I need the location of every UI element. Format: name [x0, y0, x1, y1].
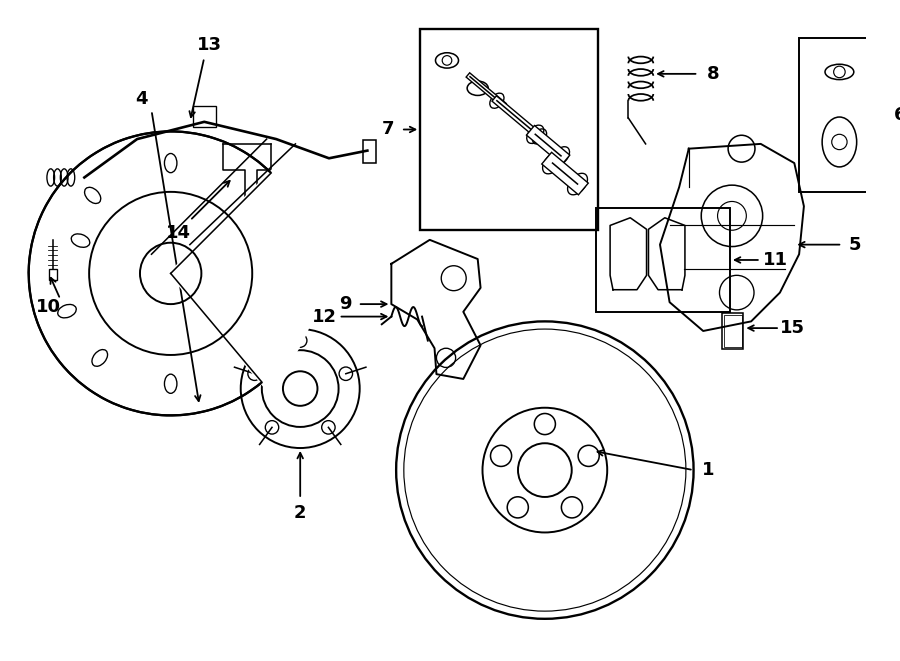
Bar	[250, 342, 264, 350]
Bar	[363, 140, 376, 163]
Text: 14: 14	[166, 224, 191, 242]
Text: 5: 5	[849, 235, 861, 254]
Text: 3: 3	[241, 279, 254, 297]
Bar	[723, 313, 743, 349]
Bar	[799, 38, 881, 192]
Text: 15: 15	[780, 319, 805, 337]
Bar	[724, 315, 742, 347]
Text: 4: 4	[136, 90, 149, 108]
Text: 2: 2	[294, 504, 307, 522]
Text: 7: 7	[382, 120, 395, 139]
Text: 11: 11	[762, 251, 788, 269]
Text: 9: 9	[339, 295, 352, 313]
Text: 12: 12	[311, 307, 337, 326]
Text: 10: 10	[36, 298, 61, 316]
Wedge shape	[171, 170, 318, 386]
Text: 1: 1	[702, 461, 715, 479]
Bar	[193, 106, 216, 127]
Text: 13: 13	[196, 36, 221, 54]
Text: 6: 6	[894, 106, 900, 124]
Bar	[420, 29, 598, 230]
Bar	[596, 208, 730, 312]
Text: 8: 8	[706, 65, 719, 83]
Bar	[49, 268, 57, 280]
